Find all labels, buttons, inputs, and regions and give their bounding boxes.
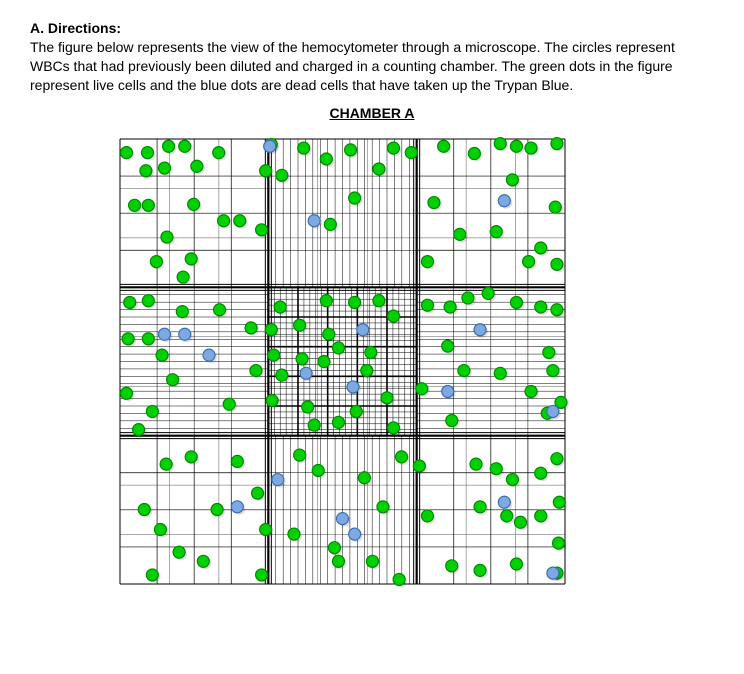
chamber-title: CHAMBER A	[30, 105, 714, 121]
section-heading: A. Directions:	[30, 20, 714, 36]
section-description: The figure below represents the view of …	[30, 38, 714, 95]
hemocytometer-diagram	[30, 129, 714, 654]
hemocytometer-grid-svg	[90, 129, 655, 654]
